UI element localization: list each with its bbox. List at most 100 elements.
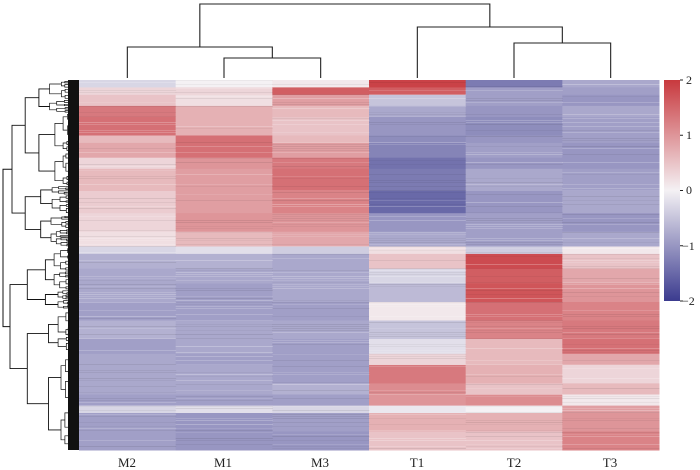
heatmap-cell [369, 87, 467, 96]
row-stripe [369, 246, 467, 247]
heatmap-cell [175, 157, 273, 170]
row-stripe [176, 240, 273, 241]
row-stripe [272, 360, 370, 361]
row-stripe [175, 80, 273, 81]
row-stripe [272, 206, 370, 207]
row-stripe [369, 260, 467, 261]
dendrogram-link [38, 134, 55, 172]
row-stripe [175, 222, 273, 223]
row-stripe [175, 200, 273, 201]
dendrogram-link [59, 281, 66, 289]
row-stripe [79, 102, 177, 103]
heatmap-cell [272, 231, 370, 247]
color-scale-legend: 2 1 0 −1 −2 [664, 73, 695, 308]
heatmap-cell [562, 413, 660, 432]
row-stripe [175, 352, 273, 353]
row-stripe [465, 316, 563, 317]
dendrogram-link [223, 57, 322, 78]
color-scale-tick-label: 2 [686, 73, 692, 87]
row-stripe [175, 320, 273, 321]
row-stripe [369, 306, 467, 307]
heatmap-cell [465, 339, 563, 355]
heatmap-cell [79, 213, 177, 233]
dendrogram-link [24, 196, 41, 230]
row-stripe [562, 258, 660, 259]
heatmap-cell [175, 413, 273, 432]
row-stripe [369, 392, 467, 393]
row-stripe [465, 446, 563, 447]
dendrogram-link [53, 274, 60, 286]
row-stripe [465, 440, 563, 441]
dendrogram-link [63, 192, 68, 195]
row-stripe [465, 120, 563, 121]
row-stripe [272, 236, 370, 237]
row-stripe [175, 186, 273, 187]
dendrogram-link [54, 161, 64, 182]
row-stripe [465, 206, 563, 207]
row-stripe [79, 416, 177, 417]
row-stripe [79, 206, 177, 207]
row-stripe [369, 234, 467, 235]
row-stripe [79, 240, 177, 241]
row-stripe [79, 170, 177, 171]
dendrogram-link [44, 259, 55, 281]
heatmap-cell [465, 87, 563, 96]
heatmap-cell [369, 405, 467, 414]
heatmap-cell [175, 268, 273, 284]
row-stripe [562, 412, 660, 413]
heatmap-cell [79, 383, 177, 395]
row-stripe [272, 186, 370, 187]
heatmap-cell [79, 394, 177, 407]
row-stripe [79, 430, 177, 431]
row-stripe [562, 172, 660, 173]
heatmap-cell [175, 80, 273, 88]
row-stripe [175, 428, 273, 429]
dendrogram-link [48, 323, 59, 344]
heatmap-cell [465, 213, 563, 233]
row-stripe [369, 448, 467, 449]
dendrogram-link [62, 116, 68, 131]
row-stripe [175, 302, 273, 303]
row-stripe [79, 90, 177, 91]
row-stripe [79, 164, 177, 165]
heatmap-cell [175, 431, 273, 451]
heatmap-cell [562, 117, 660, 136]
heatmap-cell [465, 320, 563, 340]
row-stripe [465, 130, 563, 131]
row-stripe [369, 446, 467, 447]
row-stripe [369, 344, 467, 345]
row-stripe [79, 130, 177, 131]
row-stripe [369, 90, 467, 91]
row-stripe [369, 284, 467, 285]
row-stripe [562, 188, 660, 189]
row-stripe [369, 440, 467, 441]
heatmap-cell [79, 353, 177, 366]
row-stripe [79, 286, 177, 287]
row-stripe [175, 238, 273, 239]
heatmap-cell [272, 339, 370, 355]
row-stripe [175, 380, 273, 381]
row-stripe [465, 338, 563, 339]
row-stripe [79, 402, 177, 403]
row-stripe [272, 192, 370, 193]
row-stripe [369, 82, 467, 83]
heatmap-cell [272, 117, 370, 136]
row-stripe [465, 90, 563, 91]
dendrogram-root [2, 168, 12, 328]
row-stripe [79, 446, 177, 447]
heatmap-cell [369, 302, 467, 321]
row-stripe [465, 422, 563, 423]
row-stripe [272, 444, 370, 445]
row-stripe [369, 242, 467, 243]
row-stripe [175, 308, 273, 309]
row-stripe [272, 286, 370, 287]
color-scale-tick-label: −1 [682, 239, 695, 253]
row-stripe [562, 84, 660, 85]
heatmap-cell [175, 87, 273, 96]
row-stripe [272, 254, 370, 255]
row-stripe [562, 400, 660, 401]
dendrogram-link [62, 295, 66, 299]
heatmap-cell [369, 135, 467, 144]
row-stripe [272, 118, 370, 119]
row-stripe [562, 352, 659, 353]
